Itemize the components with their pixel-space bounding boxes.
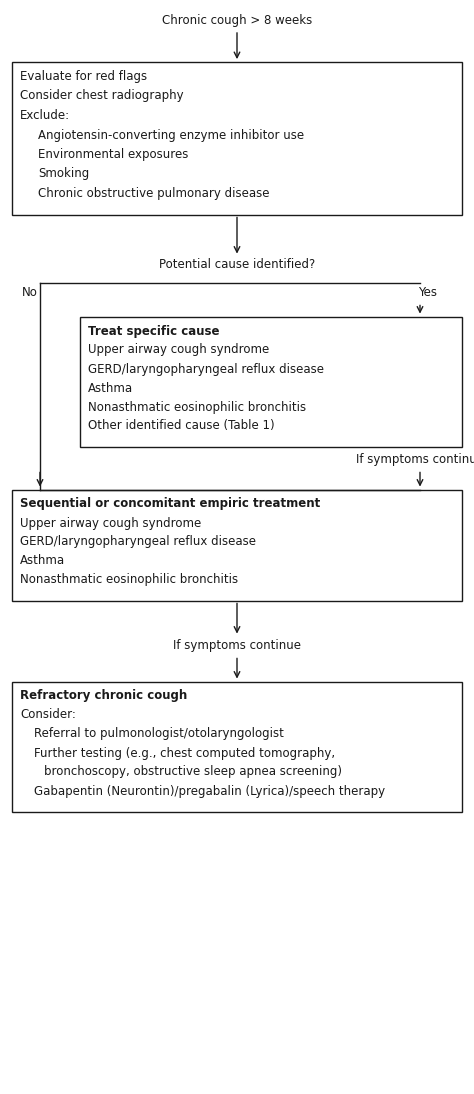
Bar — [12, 489, 462, 601]
Text: bronchoscopy, obstructive sleep apnea screening): bronchoscopy, obstructive sleep apnea sc… — [44, 766, 342, 779]
Text: Referral to pulmonologist/otolaryngologist: Referral to pulmonologist/otolaryngologi… — [34, 728, 284, 741]
Text: Evaluate for red flags: Evaluate for red flags — [20, 70, 147, 83]
Text: No: No — [22, 287, 38, 300]
Text: Nonasthmatic eosinophilic bronchitis: Nonasthmatic eosinophilic bronchitis — [20, 573, 238, 586]
Text: Chronic obstructive pulmonary disease: Chronic obstructive pulmonary disease — [38, 187, 270, 200]
Text: Asthma: Asthma — [20, 555, 65, 568]
Text: Other identified cause (Table 1): Other identified cause (Table 1) — [88, 419, 274, 432]
Text: Consider:: Consider: — [20, 709, 76, 722]
Text: Upper airway cough syndrome: Upper airway cough syndrome — [20, 516, 201, 529]
Text: Exclude:: Exclude: — [20, 109, 70, 123]
Text: GERD/laryngopharyngeal reflux disease: GERD/laryngopharyngeal reflux disease — [20, 535, 256, 548]
Text: GERD/laryngopharyngeal reflux disease: GERD/laryngopharyngeal reflux disease — [88, 362, 324, 375]
Bar — [12, 62, 462, 214]
Text: Nonasthmatic eosinophilic bronchitis: Nonasthmatic eosinophilic bronchitis — [88, 400, 306, 414]
Text: Upper airway cough syndrome: Upper airway cough syndrome — [88, 344, 269, 357]
Text: Sequential or concomitant empiric treatment: Sequential or concomitant empiric treatm… — [20, 498, 320, 511]
Text: Refractory chronic cough: Refractory chronic cough — [20, 689, 187, 702]
Text: Chronic cough > 8 weeks: Chronic cough > 8 weeks — [162, 14, 312, 27]
Text: Angiotensin-converting enzyme inhibitor use: Angiotensin-converting enzyme inhibitor … — [38, 128, 304, 141]
Bar — [80, 316, 462, 446]
Text: Environmental exposures: Environmental exposures — [38, 148, 188, 161]
Text: Yes: Yes — [418, 287, 437, 300]
Text: If symptoms continue: If symptoms continue — [173, 639, 301, 652]
Text: Potential cause identified?: Potential cause identified? — [159, 258, 315, 271]
Text: Further testing (e.g., chest computed tomography,: Further testing (e.g., chest computed to… — [34, 746, 335, 759]
Text: Consider chest radiography: Consider chest radiography — [20, 90, 183, 103]
Text: If symptoms continue: If symptoms continue — [356, 453, 474, 466]
Text: Gabapentin (Neurontin)/pregabalin (Lyrica)/speech therapy: Gabapentin (Neurontin)/pregabalin (Lyric… — [34, 784, 385, 798]
Text: Asthma: Asthma — [88, 382, 133, 395]
Text: Smoking: Smoking — [38, 167, 89, 181]
Bar — [12, 682, 462, 812]
Text: Treat specific cause: Treat specific cause — [88, 325, 219, 338]
